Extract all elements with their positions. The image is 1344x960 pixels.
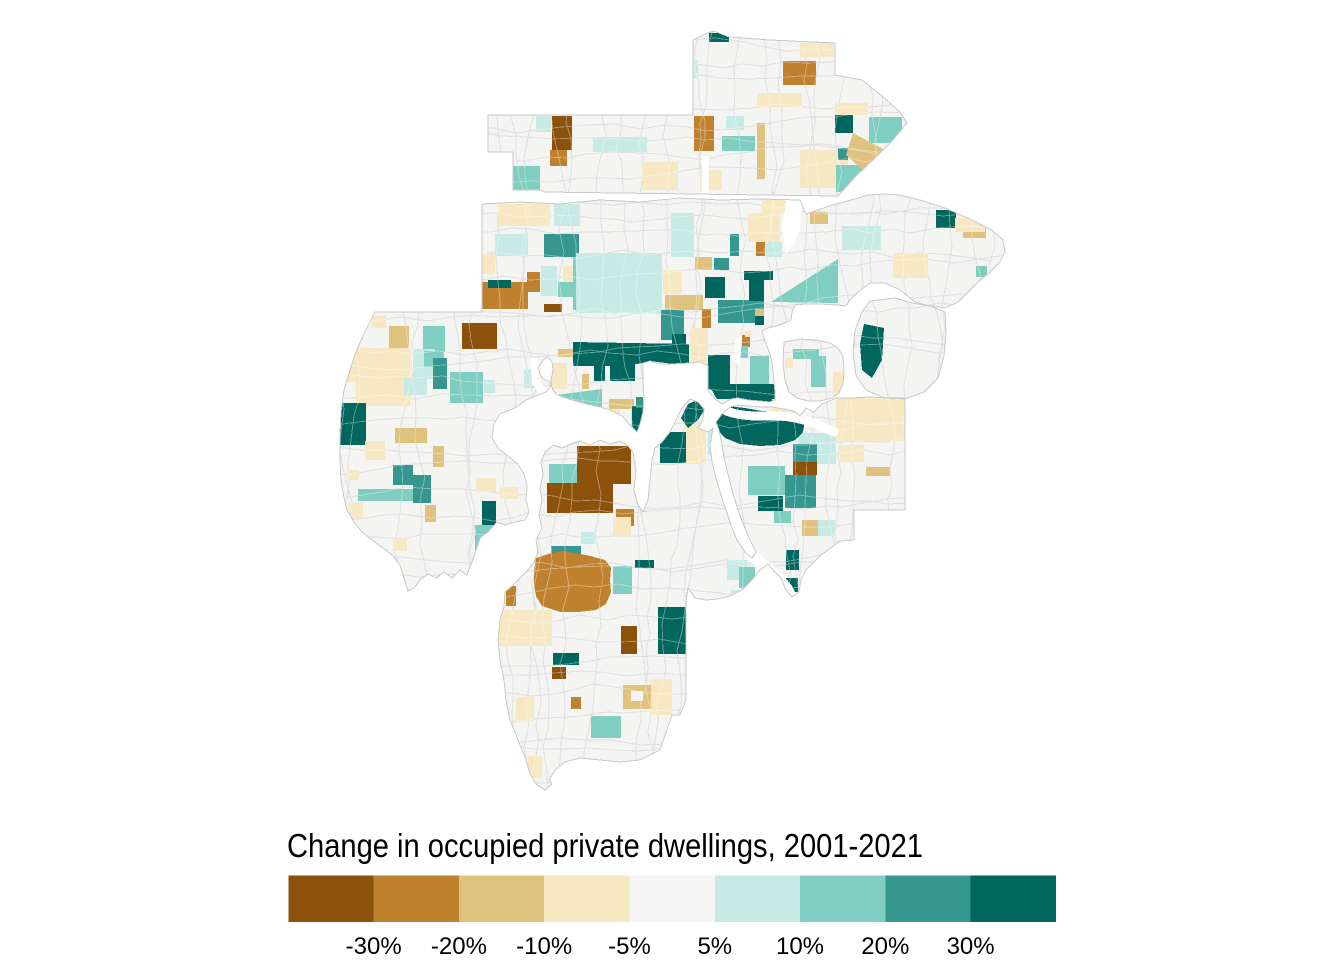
svg-text:-10%: -10%: [516, 933, 572, 960]
svg-text:-30%: -30%: [346, 933, 402, 960]
svg-text:10%: 10%: [776, 933, 824, 960]
svg-text:-5%: -5%: [608, 933, 651, 960]
svg-text:5%: 5%: [697, 933, 732, 960]
svg-text:Change in occupied private dwe: Change in occupied private dwellings, 20…: [287, 827, 923, 864]
svg-text:20%: 20%: [861, 933, 909, 960]
svg-text:-20%: -20%: [431, 933, 487, 960]
svg-text:30%: 30%: [947, 933, 995, 960]
